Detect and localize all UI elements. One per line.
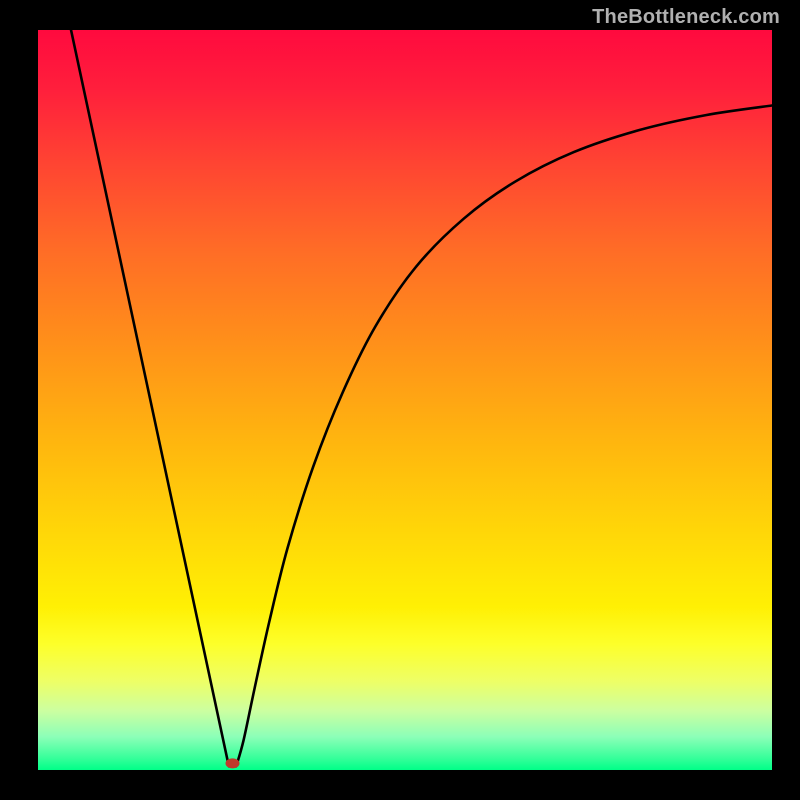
optimal-point-marker [226, 758, 240, 768]
watermark-text: TheBottleneck.com [592, 6, 780, 29]
chart-frame: TheBottleneck.com [0, 0, 800, 800]
plot-background [38, 30, 772, 770]
bottleneck-chart [0, 0, 800, 800]
